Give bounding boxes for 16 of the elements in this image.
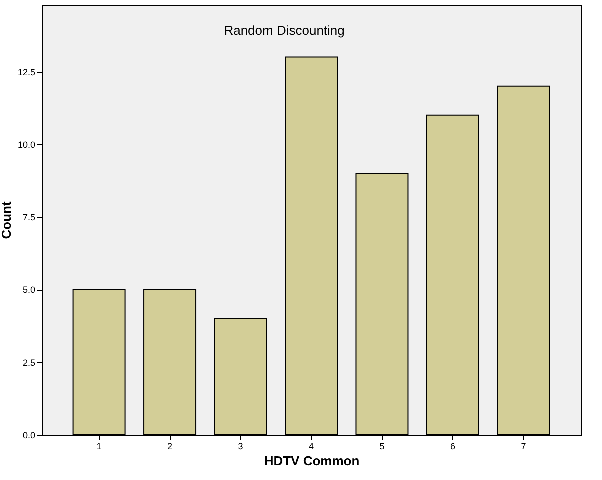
x-tick-label: 5 (380, 442, 385, 452)
x-tick-label: 7 (521, 442, 526, 452)
x-tick-label: 1 (96, 442, 102, 452)
y-tick-label: 12.5 (18, 67, 36, 78)
x-tick-label: 3 (238, 442, 244, 452)
y-tick-label: 0.0 (22, 430, 36, 440)
y-tick-label: 10.0 (18, 140, 36, 150)
text: Random Discounting (224, 23, 345, 38)
y-axis-title: Count (0, 201, 14, 240)
y-tick-label: 2.5 (22, 358, 36, 368)
x-axis-title: HDTV Common (264, 454, 360, 468)
x-tick-label: 4 (308, 442, 314, 452)
x-tick-label: 2 (168, 442, 173, 452)
x-tick-label: 6 (450, 442, 456, 452)
y-tick-label: 7.5 (22, 212, 36, 223)
y-tick-label: 5.0 (22, 285, 36, 296)
